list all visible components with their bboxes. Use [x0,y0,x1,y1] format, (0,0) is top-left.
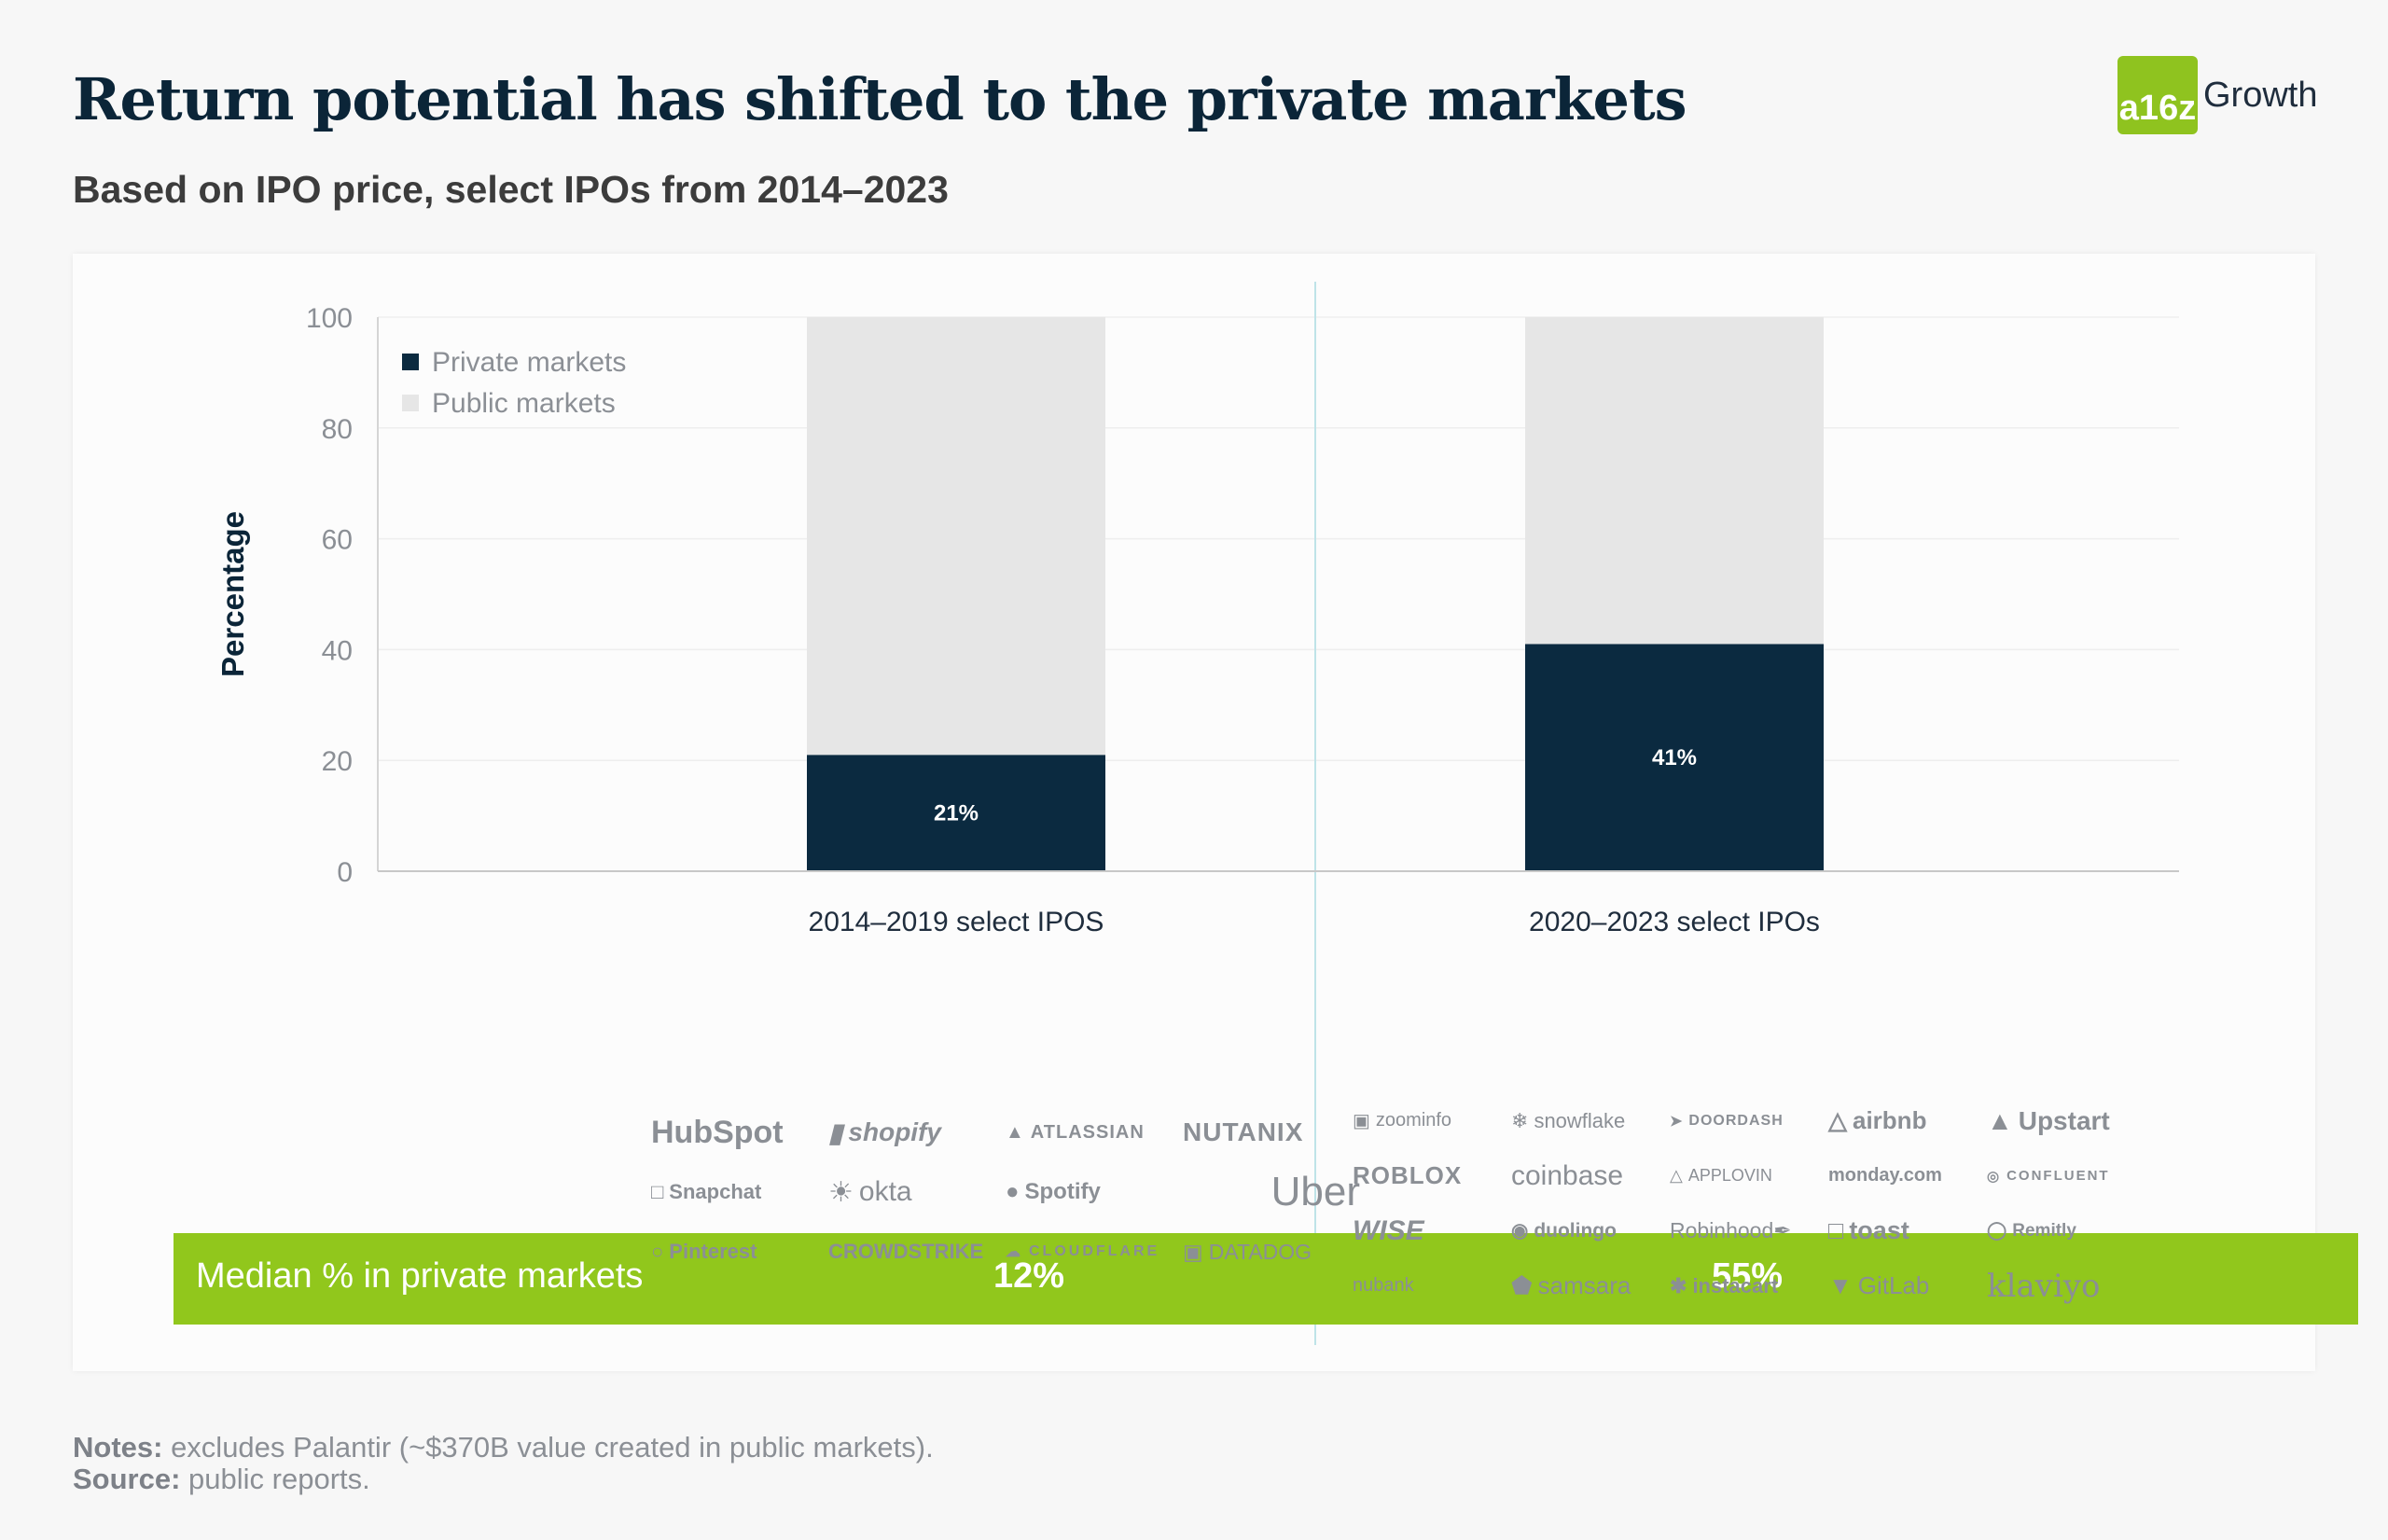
source-line: Source: public reports. [73,1464,934,1495]
y-tick-label-80: 80 [322,414,353,445]
logo-gitlab: ▼ GitLab [1828,1271,1930,1299]
logo-remitly: ◯ Remitly [1987,1220,2076,1242]
bar-private-0 [807,755,1105,871]
dog-icon: ▣ [1183,1239,1203,1264]
y-tick-label-0: 0 [337,857,353,888]
logo-coinbase: coinbase [1511,1159,1624,1191]
snowflake-icon: ❄ [1511,1108,1529,1132]
triangle-icon: ▲ [1006,1121,1025,1143]
cloud-icon: ☁ [1006,1244,1023,1260]
logo-applovin: △ APPLOVIN [1670,1166,1772,1185]
notes-line: Notes: excludes Palantir (~$370B value c… [73,1432,934,1464]
source-label: Source: [73,1463,181,1495]
y-tick-label-60: 60 [322,525,353,556]
ghost-icon: □ [651,1180,664,1203]
median-value-2014-2019: 12% [993,1256,1065,1296]
logo-datadog: ▣ DATADOG [1183,1239,1312,1264]
logo-crowdstrike: CROWDSTRIKE [828,1240,984,1263]
confluent-icon: ◎ [1987,1168,2002,1185]
logo-robinhood: Robinhood ✒ [1670,1218,1792,1242]
median-label: Median % in private markets [196,1256,644,1296]
logo-instacart: ✱ instacart [1670,1273,1779,1297]
logo-klaviyo: klaviyo [1987,1267,2101,1305]
notes-text: excludes Palantir (~$370B value created … [162,1431,934,1464]
feather-icon: ✒ [1773,1218,1792,1242]
chart-card: 0 20 40 60 80 100 21% 2014–2019 select IPOS 41% 2… [73,254,2358,1371]
x-tick-label-1: 2020–2023 select IPOs [1529,907,1820,937]
legend-label-1: Public markets [432,388,616,419]
logo-spotify: ● Spotify [1006,1179,1101,1204]
carrot-icon: ✱ [1670,1273,1687,1297]
legend-label-0: Private markets [432,347,626,378]
y-tick-label-20: 20 [322,746,353,777]
logo-uber: Uber [1270,1169,1360,1214]
logo-wise: WISE [1353,1214,1424,1246]
notes-label: Notes: [73,1431,163,1464]
shopping-bag-icon: ▮ [828,1117,843,1147]
upstart-icon: ▲ [1987,1105,2013,1135]
logo-samsara: ⬟ samsara [1511,1271,1631,1299]
logo-cloudflare: ☁ CLOUDFLARE [1006,1243,1160,1260]
data-label-1: 41% [1652,745,1697,770]
logo-zoominfo: ▣ zoominfo [1353,1110,1452,1131]
doordash-icon: ➤ [1670,1113,1684,1130]
shield-icon: ◯ [1987,1221,2007,1241]
x-tick-label-0: 2014–2019 select IPOS [809,907,1104,937]
logo-atlassian: ▲ ATLASSIAN [1006,1121,1145,1143]
toast-icon: □ [1828,1216,1844,1244]
logo-duolingo: ◉ duolingo [1511,1219,1617,1242]
logo-upstart: ▲ Upstart [1987,1105,2110,1135]
brand-logo: a16z Growth [2117,56,2317,134]
median-value-2020-2023: 55% [1711,1256,1784,1296]
legend-swatch-1 [402,395,419,411]
logo-doordash: ➤ DOORDASH [1670,1112,1784,1130]
bar-public-0 [807,317,1105,756]
samsara-icon: ⬟ [1511,1271,1533,1299]
logo-snapchat: □ Snapchat [651,1180,762,1203]
logo-roblox: ROBLOX [1353,1161,1463,1189]
logo-hubspot: HubSpot [651,1114,784,1150]
logo-confluent: ◎ CONFLUENT [1987,1168,2110,1185]
logo-pinterest: ○ Pinterest [651,1240,757,1263]
stacked-bar-chart: 0 20 40 60 80 100 21% 2014–2019 select IPOS 41% 2… [215,282,2179,1345]
airbnb-icon: △ [1828,1106,1847,1134]
legend-swatch-0 [402,354,419,370]
page-title: Return potential has shifted to the priv… [73,65,1687,133]
owl-icon: ◉ [1511,1220,1529,1242]
spotify-circle-icon: ● [1006,1179,1020,1204]
logo-nutanix: NUTANIX [1183,1117,1304,1146]
logo-snowflake: ❄ snowflake [1511,1108,1626,1132]
logo-okta: ☀ okta [828,1176,912,1208]
y-tick-label-40: 40 [322,635,353,666]
logo-airbnb: △ airbnb [1828,1106,1927,1134]
bar-private-1 [1525,644,1824,871]
logos-2020-2023: ▣ zoominfo ❄ snowflake ➤ DOORDASH △ airbnb ▲… [1353,1093,2145,1313]
logo-monday: monday.com [1828,1165,1942,1186]
zoominfo-square-icon: ▣ [1353,1111,1370,1131]
logo-shopify: ▮ shopify [828,1117,941,1147]
pinterest-circle-icon: ○ [651,1240,664,1263]
brand-text: Growth [2203,75,2318,115]
median-bar: Median % in private markets 12% 55% [174,1233,2358,1325]
applovin-icon: △ [1670,1166,1683,1185]
logo-nubank: nubank [1353,1275,1414,1296]
footnotes: Notes: excludes Palantir (~$370B value c… [73,1432,934,1495]
y-axis-title: Percentage [215,511,250,677]
a16z-logo-mark: a16z [2117,56,2198,134]
page-subtitle: Based on IPO price, select IPOs from 201… [73,168,949,211]
source-text: public reports. [180,1463,370,1495]
data-label-0: 21% [934,801,979,826]
fox-icon: ▼ [1828,1271,1853,1299]
logo-toast: □ toast [1828,1216,1909,1244]
sun-icon: ☀ [828,1176,854,1208]
bar-public-1 [1525,317,1824,645]
logos-2014-2019: HubSpot ▮ shopify ▲ ATLASSIAN NUTANIX □ Sna… [651,1103,1360,1282]
y-tick-label-100: 100 [306,303,353,334]
